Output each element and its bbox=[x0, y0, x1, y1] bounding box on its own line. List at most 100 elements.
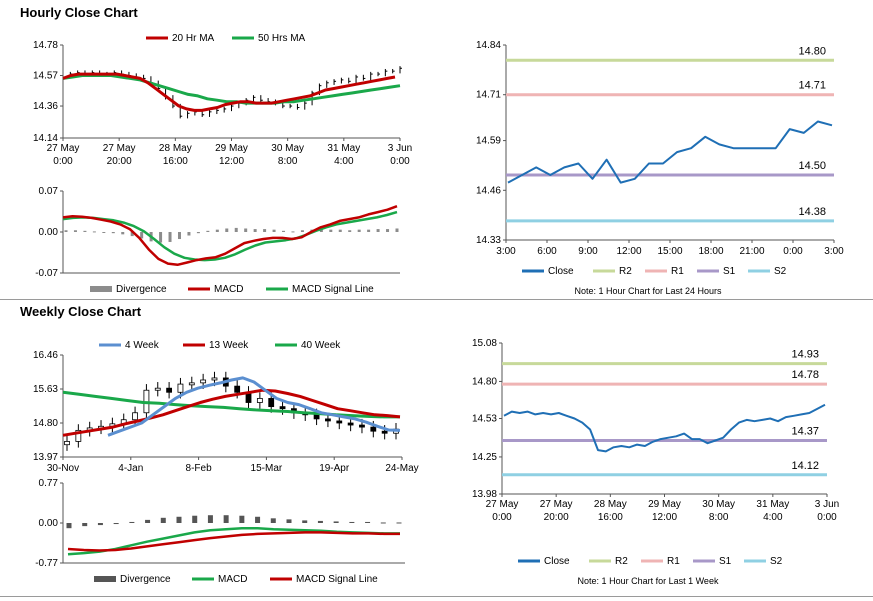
hourly-divergence-bar bbox=[140, 232, 144, 239]
weekly-candle-body bbox=[381, 430, 388, 434]
weekly-divergence-bar bbox=[192, 515, 198, 523]
hourly-price-xtick-label: 3 Jun bbox=[388, 143, 412, 154]
hourly-24h-xtick-label: 0:00 bbox=[783, 246, 803, 257]
hourly-divergence-bar bbox=[83, 230, 87, 232]
weekly-price-ytick-label: 13.97 bbox=[33, 452, 58, 463]
hourly-price-xtick-label: 8:00 bbox=[278, 156, 298, 167]
weekly-1w-xtick-label: 27 May bbox=[540, 499, 573, 510]
weekly-divergence-bar bbox=[113, 523, 119, 525]
weekly-1w-xtick-label: 12:00 bbox=[652, 512, 677, 523]
weekly-candle-body bbox=[211, 377, 218, 381]
hourly-24h-legend-s1-label: S1 bbox=[723, 266, 736, 277]
legend-weekly-divergence-label: Divergence bbox=[120, 574, 171, 585]
weekly-divergence-bar bbox=[380, 522, 386, 524]
weekly-13wk-line bbox=[62, 388, 401, 437]
hourly-divergence-bar bbox=[196, 232, 200, 234]
hourly-divergence-bar bbox=[187, 232, 191, 236]
section-divider bbox=[0, 299, 873, 300]
weekly-1w-xtick-label: 20:00 bbox=[544, 512, 569, 523]
weekly-divergence-bar bbox=[129, 521, 135, 523]
hourly-price-xtick-label: 0:00 bbox=[53, 156, 73, 167]
weekly-candle-body bbox=[154, 387, 161, 391]
weekly-price-xtick-label: 15-Mar bbox=[251, 463, 283, 474]
weekly-price-ytick-label: 16.46 bbox=[33, 350, 58, 361]
legend-hourly-macd-signal-label: MACD Signal Line bbox=[292, 284, 374, 295]
hourly-price-ytick-label: 14.14 bbox=[33, 133, 58, 144]
weekly-macd-ytick-label: 0.00 bbox=[39, 518, 59, 529]
weekly-price-xtick-label: 19-Apr bbox=[319, 463, 350, 474]
weekly-1w-s1-label: 14.37 bbox=[791, 425, 819, 437]
hourly-divergence-bar bbox=[215, 229, 219, 232]
weekly-1w-legend-r1-label: R1 bbox=[667, 556, 680, 567]
weekly-divergence-bar bbox=[66, 523, 72, 529]
weekly-40wk-line bbox=[62, 390, 400, 419]
hourly-price-ytick-label: 14.57 bbox=[33, 71, 58, 82]
hourly-divergence-bar bbox=[177, 232, 181, 240]
weekly-1w-xtick-label: 16:00 bbox=[598, 512, 623, 523]
weekly-divergence-bar bbox=[145, 519, 151, 523]
hourly-divergence-bar bbox=[367, 229, 371, 232]
weekly-divergence-bar bbox=[82, 523, 88, 527]
weekly-1w-xtick-label: 8:00 bbox=[709, 512, 729, 523]
weekly-1w-legend-s2-label: S2 bbox=[770, 556, 783, 567]
weekly-candle-body bbox=[347, 422, 354, 426]
hourly-24h-xtick-label: 9:00 bbox=[578, 246, 598, 257]
weekly-candle-body bbox=[268, 398, 275, 408]
weekly-1w-xtick-label: 0:00 bbox=[817, 512, 837, 523]
hourly-price-ytick-label: 14.78 bbox=[33, 40, 58, 51]
weekly-divergence-bar bbox=[176, 516, 182, 523]
weekly-macd-ytick-label: 0.77 bbox=[39, 478, 59, 489]
legend-weekly-macd-signal-label: MACD Signal Line bbox=[296, 574, 378, 585]
weekly-candle-body bbox=[200, 379, 207, 384]
legend-weekly-macd-label: MACD bbox=[218, 574, 247, 585]
hourly-divergence-bar bbox=[64, 230, 68, 232]
hourly-price-xtick-label: 31 May bbox=[327, 143, 360, 154]
weekly-price-xtick-label: 24-May bbox=[385, 463, 418, 474]
weekly-divergence-bar bbox=[286, 519, 292, 523]
weekly-1w-ytick-label: 14.53 bbox=[472, 414, 497, 425]
hourly-price-xtick-label: 16:00 bbox=[163, 156, 188, 167]
weekly-4wk-line bbox=[107, 376, 401, 437]
hourly-divergence-bar bbox=[319, 229, 323, 232]
hourly-divergence-bar bbox=[263, 229, 267, 232]
hourly-24h-legend-r2-label: R2 bbox=[619, 266, 632, 277]
hourly-20hr-ma-line bbox=[62, 72, 396, 112]
hourly-50hr-ma-line bbox=[62, 74, 401, 105]
hourly-divergence-bar bbox=[272, 229, 276, 232]
weekly-price-xtick-label: 8-Feb bbox=[186, 463, 213, 474]
weekly-1w-ytick-label: 13.98 bbox=[472, 489, 497, 500]
hourly-24h-legend-close-label: Close bbox=[548, 266, 574, 277]
weekly-1w-close-line bbox=[503, 403, 826, 453]
hourly-divergence-bar bbox=[206, 230, 210, 232]
hourly-divergence-bar bbox=[329, 229, 333, 232]
weekly-1w-s2-label: 14.12 bbox=[791, 460, 819, 472]
hourly-24h-s2-label: 14.38 bbox=[798, 206, 826, 218]
weekly-candle-body bbox=[256, 398, 263, 403]
weekly-candle-body bbox=[370, 426, 377, 432]
weekly-price-xtick-label: 4-Jan bbox=[118, 463, 143, 474]
hourly-24h-xtick-label: 18:00 bbox=[698, 246, 723, 257]
hourly-24h-ytick-label: 14.46 bbox=[476, 185, 501, 196]
legend-20hr-ma-label: 20 Hr MA bbox=[172, 33, 215, 44]
hourly-divergence-bar bbox=[102, 232, 106, 233]
weekly-candle-body bbox=[132, 412, 138, 421]
weekly-1w-legend-close-label: Close bbox=[544, 556, 570, 567]
hourly-macd-ytick-label: -0.07 bbox=[35, 268, 58, 279]
weekly-candle-body bbox=[325, 418, 331, 422]
weekly-1w-ytick-label: 14.25 bbox=[472, 452, 497, 463]
hourly-divergence-bar bbox=[168, 232, 172, 242]
weekly-1w-ytick-label: 14.80 bbox=[472, 376, 497, 387]
hourly-divergence-bar bbox=[348, 230, 352, 232]
weekly-divergence-bar bbox=[223, 515, 229, 523]
weekly-candle-body bbox=[75, 429, 82, 442]
hourly-divergence-bar bbox=[111, 232, 115, 234]
weekly-divergence-bar bbox=[333, 521, 339, 523]
weekly-divergence-bar bbox=[160, 517, 166, 523]
hourly-24h-ytick-label: 14.71 bbox=[476, 90, 501, 101]
hourly-macd-ytick-label: 0.07 bbox=[39, 186, 59, 197]
weekly-1w-xtick-label: 28 May bbox=[594, 499, 627, 510]
hourly-24h-legend-s2-label: S2 bbox=[774, 266, 787, 277]
weekly-1w-xtick-label: 4:00 bbox=[763, 512, 783, 523]
hourly-divergence-bar bbox=[92, 231, 96, 233]
